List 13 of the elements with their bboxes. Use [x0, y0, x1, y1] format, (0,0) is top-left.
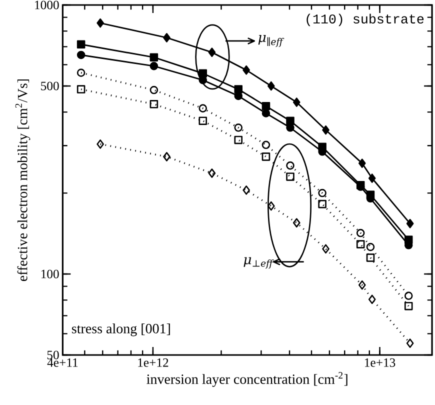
x-tick-label: 4e+11: [47, 358, 78, 367]
annotation: (110) substrate: [306, 14, 424, 26]
annotation: μ$_{∥eff}$: [258, 34, 284, 47]
y-tick-label: 500: [41, 82, 59, 90]
x-tick-label: 1e+12: [138, 358, 168, 367]
annotation: μ$_{⊥eff}$: [244, 257, 274, 269]
y-tick-label: 50: [47, 350, 59, 360]
y-axis-title: effective electron mobility [cm$^{2}$/Vs]: [15, 79, 30, 282]
annotation: stress along [001]: [72, 324, 170, 336]
y-tick-label: 100: [41, 270, 59, 278]
x-tick-label: 1e+13: [365, 358, 396, 367]
x-axis-title: inversion layer concentration [cm$^{-2}$]: [146, 372, 348, 387]
y-tick-label: 1000: [35, 0, 59, 10]
